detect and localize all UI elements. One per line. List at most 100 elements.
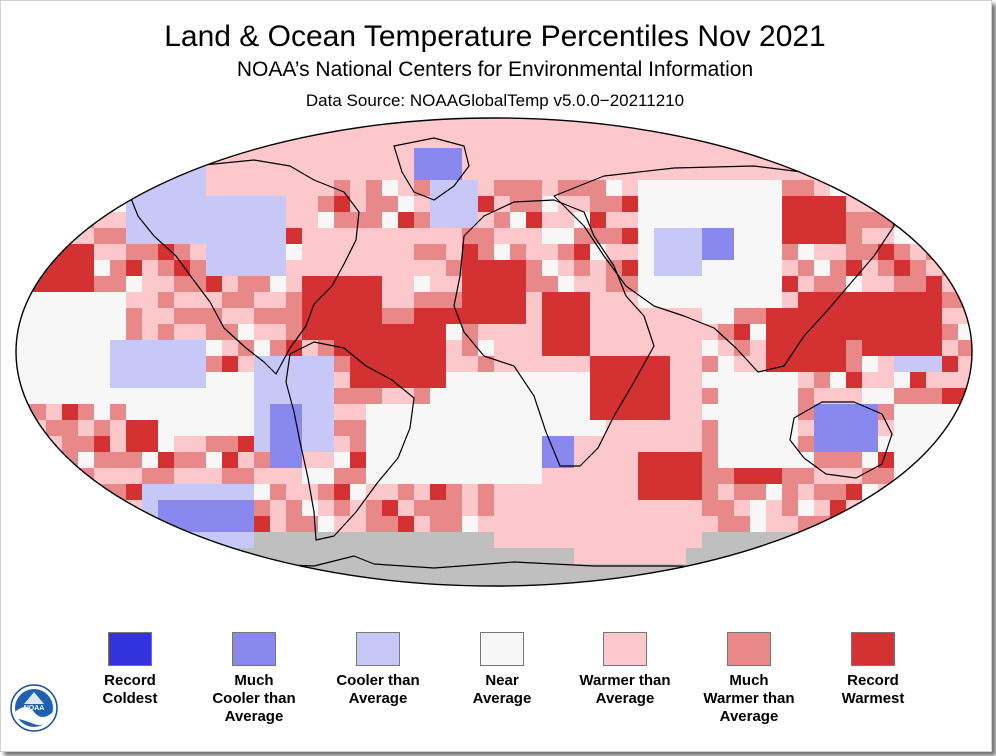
percentile-cell	[494, 468, 510, 484]
percentile-cell	[958, 468, 972, 484]
percentile-cell	[702, 228, 718, 244]
percentile-cell	[174, 212, 190, 228]
percentile-cell	[430, 180, 446, 196]
percentile-cell	[862, 244, 878, 260]
percentile-cell	[830, 196, 846, 212]
percentile-cell	[798, 324, 814, 340]
legend-label-cooler: Cooler than Average	[336, 672, 420, 707]
percentile-cell	[558, 564, 574, 580]
percentile-cell	[830, 452, 846, 468]
percentile-cell	[206, 404, 222, 420]
percentile-cell	[318, 324, 334, 340]
percentile-cell	[366, 292, 382, 308]
percentile-cell	[238, 388, 254, 404]
percentile-cell	[366, 372, 382, 388]
percentile-cell	[558, 388, 574, 404]
percentile-cell	[222, 436, 238, 452]
percentile-cell	[318, 244, 334, 260]
percentile-cell	[894, 132, 910, 148]
percentile-cell	[702, 468, 718, 484]
percentile-cell	[318, 468, 334, 484]
percentile-cell	[606, 436, 622, 452]
percentile-cell	[222, 180, 238, 196]
percentile-cell	[206, 164, 222, 180]
percentile-cell	[526, 132, 542, 148]
percentile-cell	[846, 516, 862, 532]
percentile-cell	[254, 118, 270, 132]
percentile-cell	[718, 244, 734, 260]
percentile-cell	[270, 404, 286, 420]
percentile-cell	[158, 340, 174, 356]
percentile-cell	[110, 276, 126, 292]
percentile-cell	[926, 372, 942, 388]
percentile-cell	[334, 244, 350, 260]
percentile-cell	[878, 180, 894, 196]
percentile-cell	[126, 276, 142, 292]
percentile-cell	[734, 340, 750, 356]
percentile-cell	[798, 484, 814, 500]
percentile-cell	[222, 340, 238, 356]
percentile-cell	[78, 436, 94, 452]
percentile-cell	[622, 260, 638, 276]
percentile-cell	[446, 356, 462, 372]
percentile-cell	[942, 484, 958, 500]
percentile-cell	[206, 388, 222, 404]
percentile-cell	[110, 452, 126, 468]
percentile-cell	[238, 580, 254, 586]
percentile-cell	[718, 118, 734, 132]
percentile-cell	[350, 548, 366, 564]
legend-swatch-record-warmest	[851, 632, 895, 666]
percentile-cell	[430, 244, 446, 260]
percentile-cell	[78, 340, 94, 356]
percentile-cell	[318, 404, 334, 420]
percentile-cell	[462, 388, 478, 404]
percentile-cell	[718, 564, 734, 580]
percentile-cell	[366, 212, 382, 228]
percentile-cell	[958, 484, 972, 500]
percentile-cell	[606, 244, 622, 260]
percentile-cell	[430, 148, 446, 164]
percentile-cell	[110, 308, 126, 324]
percentile-cell	[254, 276, 270, 292]
percentile-cell	[62, 260, 78, 276]
percentile-cell	[494, 580, 510, 586]
percentile-cell	[206, 452, 222, 468]
percentile-cell	[878, 372, 894, 388]
legend-label-near: Near Average	[472, 672, 532, 707]
percentile-cell	[782, 548, 798, 564]
percentile-cell	[478, 500, 494, 516]
percentile-cell	[686, 420, 702, 436]
percentile-cell	[846, 436, 862, 452]
percentile-cell	[78, 532, 94, 548]
percentile-cell	[30, 196, 46, 212]
percentile-cell	[286, 580, 302, 586]
percentile-cell	[862, 260, 878, 276]
percentile-cell	[574, 196, 590, 212]
percentile-cell	[942, 118, 958, 132]
percentile-cell	[494, 276, 510, 292]
percentile-cell	[174, 532, 190, 548]
percentile-cell	[462, 276, 478, 292]
percentile-cell	[862, 404, 878, 420]
percentile-cell	[670, 292, 686, 308]
percentile-cell	[238, 164, 254, 180]
percentile-cell	[62, 132, 78, 148]
percentile-cell	[942, 324, 958, 340]
percentile-cell	[62, 308, 78, 324]
percentile-cell	[606, 516, 622, 532]
percentile-cell	[382, 548, 398, 564]
percentile-cell	[110, 340, 126, 356]
percentile-cell	[510, 244, 526, 260]
percentile-cell	[766, 372, 782, 388]
percentile-cell	[878, 324, 894, 340]
percentile-cell	[766, 118, 782, 132]
percentile-cell	[174, 388, 190, 404]
percentile-cell	[430, 308, 446, 324]
percentile-cell	[670, 180, 686, 196]
percentile-cell	[126, 516, 142, 532]
percentile-cell	[462, 324, 478, 340]
percentile-cell	[510, 484, 526, 500]
percentile-cell	[350, 324, 366, 340]
percentile-cell	[814, 276, 830, 292]
percentile-cell	[110, 404, 126, 420]
